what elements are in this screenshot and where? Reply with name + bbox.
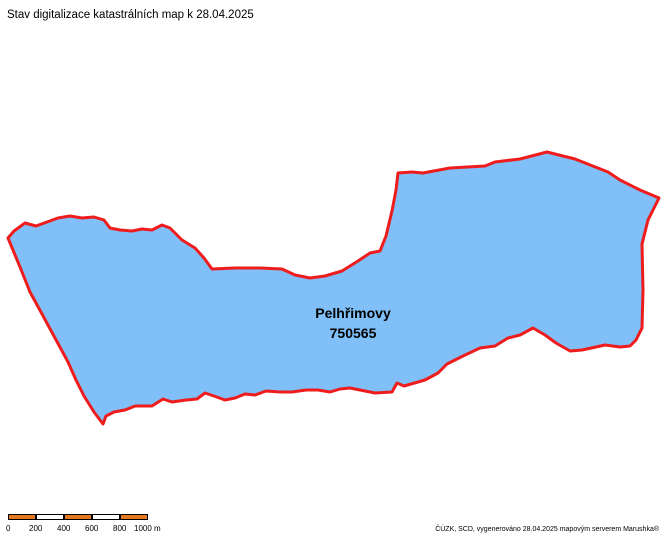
parcel-code-label: 750565 xyxy=(330,325,377,341)
scale-tick-label: 200 xyxy=(29,524,43,533)
scale-tick-label: 600 xyxy=(85,524,99,533)
scale-segment xyxy=(120,514,148,520)
map-title: Stav digitalizace katastrálních map k 28… xyxy=(7,9,254,21)
scale-segment xyxy=(36,514,64,520)
scale-segment xyxy=(8,514,36,520)
map-credit: ČÚZK, SCD, vygenerováno 28.04.2025 mapov… xyxy=(435,526,659,533)
scale-tick-label: 800 xyxy=(113,524,127,533)
scale-segment xyxy=(92,514,120,520)
scale-segment xyxy=(64,514,92,520)
parcel-name-label: Pelhřimovy xyxy=(315,305,391,321)
scale-tick-label: 400 xyxy=(57,524,71,533)
scale-labels: 0 200 400 600 800 1000 m xyxy=(0,524,200,536)
scale-bar xyxy=(8,514,148,520)
cadastral-area-polygon[interactable] xyxy=(6,150,661,426)
scale-tick-label: 1000 m xyxy=(134,524,161,533)
scale-tick-label: 0 xyxy=(6,524,11,533)
